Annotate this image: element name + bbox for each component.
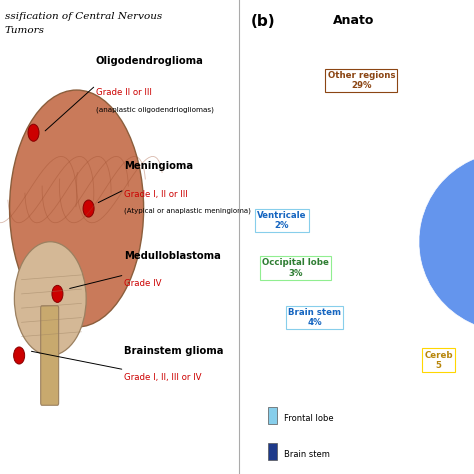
Ellipse shape — [83, 200, 94, 217]
Bar — [267, 443, 277, 460]
Text: Frontal lobe: Frontal lobe — [284, 414, 334, 422]
Text: Grade I, II, III or IV: Grade I, II, III or IV — [125, 373, 202, 382]
Text: Grade IV: Grade IV — [125, 279, 162, 288]
Ellipse shape — [14, 347, 25, 364]
FancyBboxPatch shape — [41, 306, 59, 405]
Text: Brain stem: Brain stem — [284, 450, 330, 458]
Wedge shape — [419, 152, 474, 331]
Bar — [267, 407, 277, 424]
Ellipse shape — [14, 242, 86, 356]
Text: Other regions
29%: Other regions 29% — [328, 71, 395, 90]
Text: Brain stem
4%: Brain stem 4% — [288, 308, 341, 327]
Text: (Atypical or anaplastic meningioma): (Atypical or anaplastic meningioma) — [125, 208, 251, 214]
Text: Oligodendroglioma: Oligodendroglioma — [96, 56, 204, 66]
Text: Ventricale
2%: Ventricale 2% — [257, 211, 306, 230]
Text: Brainstem glioma: Brainstem glioma — [125, 346, 224, 356]
Text: Grade II or III: Grade II or III — [96, 88, 152, 97]
Text: Anato: Anato — [333, 14, 374, 27]
Text: (anaplastic oligodendriogliomas): (anaplastic oligodendriogliomas) — [96, 107, 214, 113]
Text: Grade I, II or III: Grade I, II or III — [125, 190, 188, 199]
Text: Occipital lobe
3%: Occipital lobe 3% — [262, 258, 329, 277]
Text: (b): (b) — [251, 14, 276, 29]
Text: Cereb
5: Cereb 5 — [425, 351, 453, 370]
Ellipse shape — [52, 285, 63, 302]
Text: Tumors: Tumors — [5, 26, 45, 35]
Text: Medulloblastoma: Medulloblastoma — [125, 251, 221, 261]
Text: Meningioma: Meningioma — [125, 161, 193, 171]
Text: ssification of Central Nervous: ssification of Central Nervous — [5, 12, 162, 21]
Ellipse shape — [28, 124, 39, 141]
Ellipse shape — [9, 90, 144, 327]
